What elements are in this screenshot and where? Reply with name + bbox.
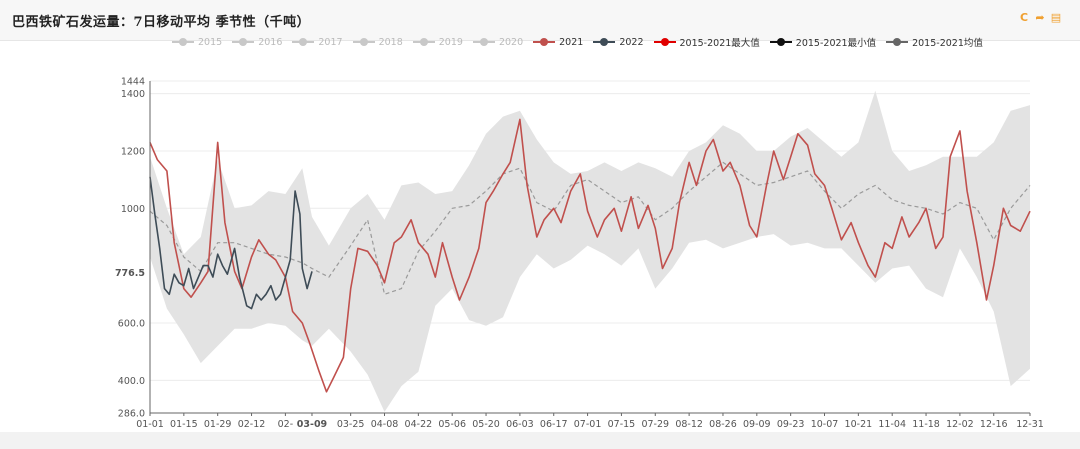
legend-item-0[interactable]: 2015: [172, 37, 222, 48]
y-tick-label-7: 1444: [121, 77, 145, 88]
y-tick-label-2: 600.0: [118, 318, 145, 329]
x-tick-label-1: 01-15: [170, 419, 198, 430]
refresh-icon[interactable]: C: [1019, 10, 1029, 24]
toolbar: C ➦ ▤: [1018, 10, 1062, 24]
legend-label: 2022: [619, 36, 644, 48]
bottom-bar: [0, 432, 1080, 449]
x-tick-label-11: 06-03: [506, 419, 534, 430]
series-line-0: [149, 161, 1031, 295]
x-tick-label-9: 05-06: [438, 419, 466, 430]
x-tick-label-18: 09-09: [743, 419, 771, 430]
legend-symbol: [412, 37, 435, 47]
legend-label: 2015: [198, 36, 223, 48]
y-tick-label-4: 1000: [121, 204, 145, 215]
x-tick-label-3: 02-12: [238, 419, 266, 430]
legend-symbol: [533, 37, 556, 47]
x-tick-label-25: 12-16: [980, 419, 1008, 430]
legend-item-7[interactable]: 2022: [593, 36, 644, 48]
legend-label: 2017: [318, 36, 343, 48]
legend-item-4[interactable]: 2019: [412, 36, 463, 48]
series-line-1: [149, 118, 1031, 393]
x-tick-label-13: 07-01: [574, 419, 602, 430]
y-tick-label-3: 776.5: [115, 268, 145, 279]
legend-label: 2016: [258, 36, 283, 48]
x-tick-label-24: 12-02: [946, 419, 974, 430]
legend-symbol: [172, 37, 194, 47]
x-tick-label-16: 08-12: [675, 419, 703, 430]
x-tick-label-5: 03-09: [297, 419, 327, 430]
x-tick-label-6: 03-25: [337, 419, 365, 430]
legend-item-8[interactable]: 2015-2021最大值: [653, 35, 760, 49]
x-tick-label-19: 09-23: [777, 419, 805, 430]
legend-label: 2018: [378, 36, 403, 48]
x-tick-label-2: 01-29: [204, 419, 232, 430]
legend-symbol: [352, 37, 375, 47]
legend-symbol: [292, 37, 315, 47]
legend-item-6[interactable]: 2021: [533, 37, 583, 48]
legend-symbol: [232, 37, 255, 47]
series-line-2: [149, 176, 313, 310]
x-tick-label-15: 07-29: [641, 419, 669, 430]
x-tick-label-14: 07-15: [608, 419, 636, 430]
chart-legend: 2015 2016 2017 2018 2019 2020 2021 2022 2015-202…: [172, 34, 983, 50]
chart-title: 巴西铁矿石发运量：7日移动平均 季节性（千吨）: [12, 15, 311, 30]
legend-item-5[interactable]: 2020: [472, 36, 524, 48]
min-max-band: [150, 90, 1030, 412]
legend-label: 2021: [559, 36, 584, 48]
x-tick-label-10: 05-20: [472, 419, 500, 430]
legend-item-2[interactable]: 2017: [292, 36, 343, 48]
x-tick-label-17: 08-26: [709, 419, 737, 430]
export-icon[interactable]: ▤: [1050, 10, 1062, 24]
share-icon[interactable]: ➦: [1035, 10, 1045, 24]
x-tick-label-4: 02-: [278, 419, 294, 430]
x-tick-label-20: 10-07: [811, 419, 839, 430]
x-tick-label-7: 04-08: [371, 419, 399, 430]
legend-symbol: [886, 37, 909, 47]
legend-label: 2015-2021最小值: [795, 38, 877, 49]
x-tick-label-12: 06-17: [540, 419, 568, 430]
x-tick-label-8: 04-22: [405, 419, 433, 430]
legend-symbol: [593, 37, 616, 47]
y-tick-label-6: 1400: [121, 89, 145, 100]
y-tick-label-5: 1200: [121, 146, 145, 157]
legend-symbol: [472, 37, 495, 47]
chart-header: 巴西铁矿石发运量：7日移动平均 季节性（千吨） C ➦ ▤: [0, 0, 1080, 41]
y-tick-label-0: 286.0: [118, 409, 145, 420]
legend-label: 2020: [498, 36, 524, 48]
x-tick-label-23: 11-18: [912, 419, 940, 430]
legend-label: 2019: [438, 36, 463, 48]
x-tick-label-21: 10-21: [845, 419, 873, 430]
x-tick-label-22: 11-04: [878, 419, 906, 430]
x-tick-label-0: 01-01: [136, 419, 164, 430]
legend-label: 2015-2021均值: [912, 38, 983, 49]
legend-label: 2015-2021最大值: [679, 38, 760, 49]
legend-item-10[interactable]: 2015-2021均值: [886, 35, 983, 49]
legend-item-9[interactable]: 2015-2021最小值: [769, 35, 877, 49]
legend-symbol: [653, 37, 676, 47]
legend-symbol: [769, 37, 792, 47]
x-tick-label-26: 12-31: [1016, 419, 1044, 430]
legend-item-1[interactable]: 2016: [232, 37, 282, 48]
legend-item-3[interactable]: 2018: [352, 36, 403, 48]
y-tick-label-1: 400.0: [118, 376, 145, 387]
